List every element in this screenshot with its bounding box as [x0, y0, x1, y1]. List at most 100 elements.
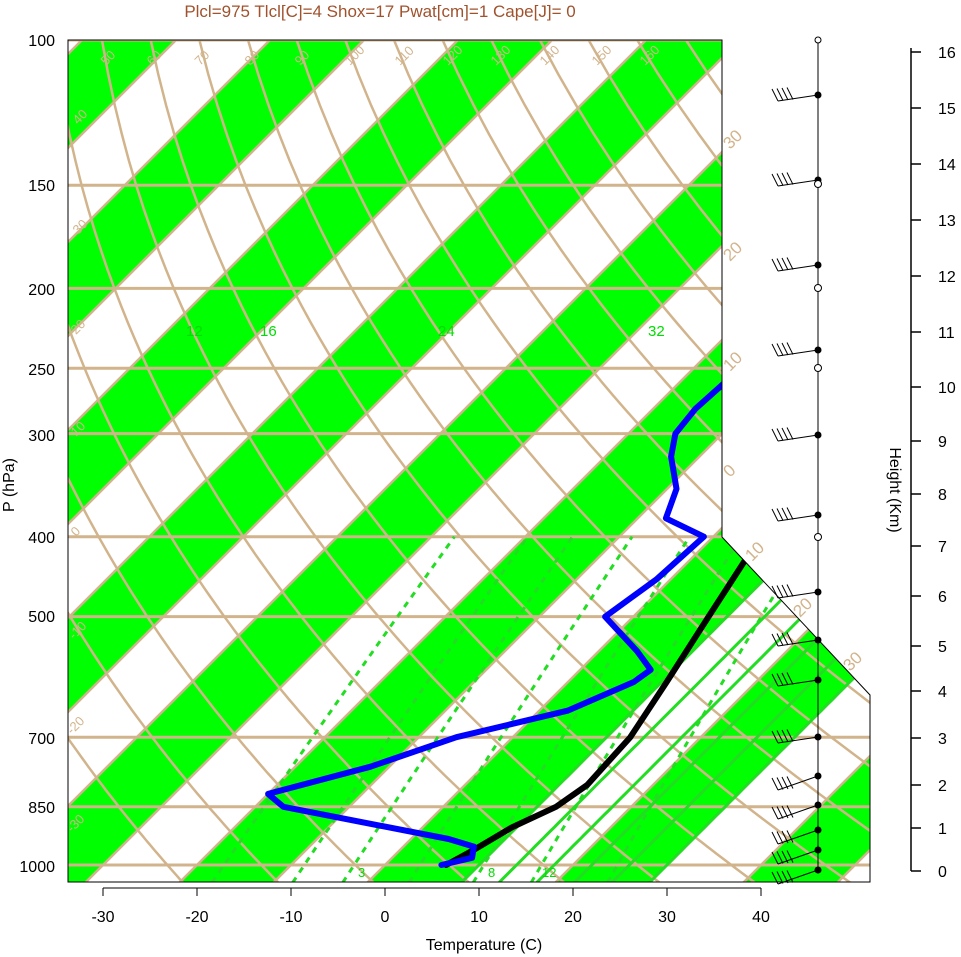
height-tick-label: 15 — [938, 101, 956, 118]
wind-barb — [771, 729, 819, 744]
wind-barb-feather — [771, 585, 779, 599]
wind-barb-feather — [786, 172, 794, 185]
wind-barb-feather — [786, 776, 794, 789]
pressure-tick-label: 200 — [28, 282, 55, 299]
wind-barb-feather — [781, 632, 789, 646]
wind-barb-shaft — [777, 94, 819, 102]
mixing-ratio-line — [471, 535, 691, 882]
x-tick-label: 10 — [470, 909, 488, 926]
wind-barb-shaft — [777, 849, 819, 865]
x-tick-label: -10 — [279, 909, 302, 926]
dry-adiabat-line — [295, 40, 870, 882]
wind-barb-feather — [776, 871, 784, 884]
height-tick-label: 8 — [938, 487, 947, 504]
wind-barb — [771, 672, 819, 687]
height-axis: 0 1 2 3 4 5 6 7 8 9 10 11 12 13 14 15 16 — [910, 45, 956, 881]
temperature-band — [68, 40, 780, 882]
wind-barb-feather — [776, 831, 784, 844]
wind-barb — [771, 427, 819, 442]
height-tick-label: 4 — [938, 684, 947, 701]
pressure-tick-label: 1000 — [19, 859, 55, 876]
mixing-ratio-label: 8 — [488, 865, 495, 880]
wind-barb-feather — [771, 673, 779, 687]
moist-adiabat-line — [535, 367, 870, 882]
isotherm-line — [68, 40, 870, 882]
dry-adiabat-line — [68, 40, 184, 882]
mixing-ratio-label: 32 — [648, 323, 665, 340]
wind-barb-column — [771, 36, 822, 885]
y-axis-label: P (hPa) — [1, 458, 18, 512]
wind-barb — [771, 257, 819, 272]
isotherm-line — [480, 40, 870, 882]
wind-barb-shaft — [777, 434, 819, 442]
wind-barb-feather — [776, 777, 784, 790]
isotherm-label-right: 20 — [719, 238, 746, 265]
wind-barb — [771, 775, 819, 791]
wind-barb-feather — [781, 805, 789, 819]
dry-adiabat-line — [441, 40, 870, 882]
x-tick-label: 30 — [658, 909, 676, 926]
isotherm-label-right: 10 — [741, 538, 768, 565]
height-tick-label: 6 — [938, 589, 947, 606]
temperature-band — [68, 40, 592, 882]
dry-adiabat-line — [68, 40, 280, 882]
pressure-tick-label: 100 — [28, 33, 55, 50]
wind-barb-shaft — [777, 775, 819, 791]
mixing-ratio-label: 16 — [260, 323, 277, 340]
wind-barb-shaft — [777, 829, 819, 845]
wind-barb-shaft — [777, 264, 819, 272]
wind-barb-feather — [781, 87, 789, 101]
wind-top-marker — [814, 36, 822, 44]
pressure-tick-label: 300 — [28, 428, 55, 445]
mixing-ratio-line — [529, 535, 743, 882]
x-tick-label: -30 — [91, 909, 114, 926]
wind-barb-feather — [786, 850, 794, 863]
wind-barb-feather — [771, 777, 779, 791]
height-tick-label: 3 — [938, 731, 947, 748]
wind-barb-feather — [771, 508, 779, 522]
wind-barb-feather — [786, 672, 794, 685]
dry-adiabat-line — [149, 40, 756, 882]
wind-barb-feather — [781, 172, 789, 186]
pressure-tick-label: 700 — [28, 731, 55, 748]
wind-level-open-dot — [814, 284, 822, 292]
wind-barb-feather — [781, 729, 789, 743]
dry-adiabat-line — [100, 40, 661, 882]
wind-barb-feather — [781, 257, 789, 271]
wind-barb — [771, 342, 819, 357]
dry-adiabat-line — [68, 40, 565, 882]
height-tick-label: 11 — [938, 325, 955, 342]
temperature-band — [481, 40, 870, 882]
wind-barb-feather — [776, 173, 784, 186]
isotherm-label-right: 30 — [719, 126, 746, 153]
height-tick-label: 2 — [938, 778, 947, 795]
x-tick-label: 40 — [752, 909, 770, 926]
pressure-axis: 100 150 200 250 300 400 500 700 850 1000 — [19, 33, 55, 876]
wind-level-open-dot — [814, 180, 822, 188]
wind-barb — [771, 87, 819, 102]
x-tick-label: 20 — [564, 909, 582, 926]
wind-barb-feather — [776, 428, 784, 441]
dry-adiabat-line — [392, 40, 870, 882]
wind-barb-feather — [786, 507, 794, 520]
wind-barb-feather — [776, 88, 784, 101]
wind-barb-feather — [786, 729, 794, 742]
wind-level-open-dot — [814, 533, 822, 541]
pressure-tick-label: 500 — [28, 609, 55, 626]
wind-barb-feather — [781, 776, 789, 790]
mixing-ratio-label: 3 — [358, 865, 365, 880]
dry-adiabat-line — [246, 40, 870, 882]
wind-barb — [771, 632, 819, 647]
wind-barb-feather — [786, 870, 794, 883]
wind-barb-feather — [781, 507, 789, 521]
mixing-ratio-labels: 12 16 24 32 3 8 12 — [186, 323, 665, 880]
wind-barb-feather — [786, 342, 794, 355]
dry-adiabat-line — [344, 40, 870, 882]
height-tick-marks — [911, 51, 921, 872]
wind-barb-feather — [771, 343, 779, 357]
moist-adiabat-line — [573, 367, 870, 882]
temperature-band — [68, 40, 404, 882]
dry-adiabat-line — [68, 40, 375, 882]
moist-adiabat-line — [610, 367, 870, 882]
